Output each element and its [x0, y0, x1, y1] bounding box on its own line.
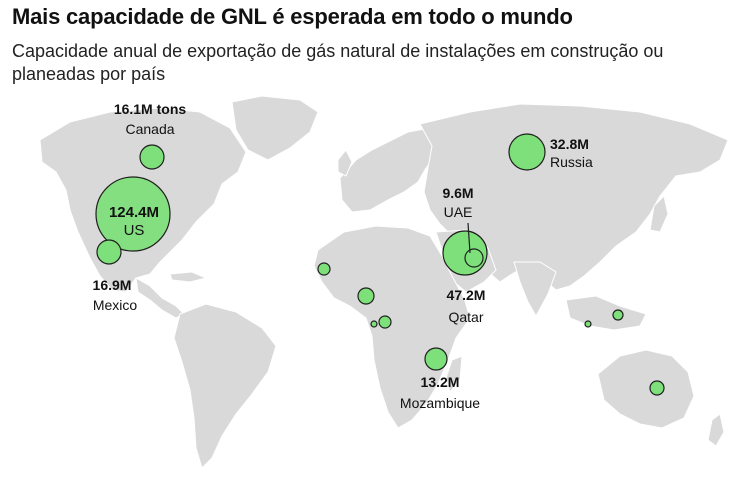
bubble-indonesia-west [584, 320, 592, 328]
landmass-greenland [231, 95, 319, 161]
bubble-indonesia-east [612, 309, 624, 321]
bubble-canada [139, 144, 165, 170]
russia-value-label: 32.8M [550, 136, 589, 152]
bubble-mexico [96, 239, 122, 265]
bubble-us [95, 176, 171, 252]
minor-bubbles [317, 262, 665, 396]
landmass-central-america [135, 277, 185, 319]
qatar-value-label: 47.2M [447, 287, 486, 303]
canada-value-label: 16.1M tons [114, 101, 187, 117]
uae-name-label: UAE [444, 204, 473, 220]
qatar-name-label: Qatar [448, 309, 483, 325]
landmass-africa [313, 225, 471, 429]
russia-name-label: Russia [550, 154, 593, 170]
bubble-equatorial-guinea [370, 320, 378, 328]
landmass-asia [419, 103, 729, 291]
landmass-new-zealand [707, 413, 725, 447]
landmass-south-america [173, 303, 277, 469]
major-bubbles [95, 133, 546, 371]
bubble-west-africa [317, 262, 331, 276]
bubble-uae [464, 248, 484, 268]
land-masses [39, 95, 729, 469]
chart-subtitle: Capacidade anual de exportação de gás na… [12, 41, 664, 84]
uae-leader-line [467, 222, 471, 254]
chart-title: Mais capacidade de GNL é esperada em tod… [12, 4, 573, 29]
mozambique-value-label: 13.2M [421, 374, 460, 390]
canada-name-label: Canada [125, 121, 174, 137]
landmass-madagascar [445, 355, 463, 394]
landmass-japan [649, 195, 669, 233]
mexico-value-label: 16.9M [93, 277, 132, 293]
landmass-southeast-asia [565, 295, 647, 331]
landmass-india [513, 261, 557, 318]
bubble-gabon [378, 315, 392, 329]
landmass-europe [339, 127, 441, 213]
mozambique-name-label: Mozambique [400, 395, 480, 411]
landmass-australia [597, 349, 695, 429]
bubble-mozambique [424, 347, 448, 371]
mexico-name-label: Mexico [93, 297, 138, 313]
bubble-australia [649, 380, 665, 396]
landmass-caribbean [169, 271, 208, 283]
us-name-label: US [124, 222, 145, 239]
bubble-russia [508, 133, 546, 171]
bubble-nigeria [357, 287, 375, 305]
landmass-britain [337, 149, 353, 177]
us-value-label: 124.4M [109, 204, 159, 221]
uae-value-label: 9.6M [442, 185, 473, 201]
